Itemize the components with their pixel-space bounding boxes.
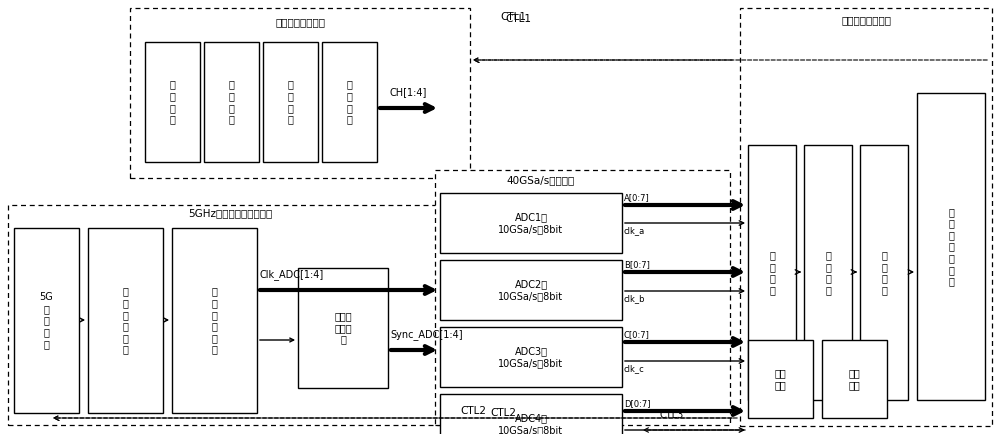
Text: 时
钟
分
配
电
路: 时 钟 分 配 电 路 bbox=[123, 286, 128, 355]
Text: CTL2: CTL2 bbox=[460, 406, 486, 416]
Text: clk_d: clk_d bbox=[624, 433, 646, 434]
Bar bbox=[145, 42, 200, 162]
Bar bbox=[8, 205, 458, 425]
Text: 信
号
分
配: 信 号 分 配 bbox=[347, 79, 352, 125]
Bar bbox=[748, 145, 796, 400]
Text: B[0:7]: B[0:7] bbox=[624, 260, 650, 269]
Bar bbox=[298, 268, 388, 388]
Text: 校
准
控
制
与
判
别: 校 准 控 制 与 判 别 bbox=[948, 207, 954, 286]
Text: 相
位
延
时
控
制: 相 位 延 时 控 制 bbox=[212, 286, 217, 355]
Text: 校准信号生成模块: 校准信号生成模块 bbox=[275, 17, 325, 27]
Text: 40GSa/s采集模块: 40GSa/s采集模块 bbox=[507, 175, 575, 185]
Bar bbox=[822, 340, 887, 418]
Bar bbox=[204, 42, 259, 162]
Text: 直
流
信
号: 直 流 信 号 bbox=[170, 79, 175, 125]
Text: ADC4：
10GSa/s、8bit: ADC4： 10GSa/s、8bit bbox=[498, 413, 564, 434]
Bar bbox=[263, 42, 318, 162]
Bar bbox=[440, 327, 622, 387]
Text: 数
据
存
储: 数 据 存 储 bbox=[825, 250, 831, 295]
Bar bbox=[172, 228, 257, 413]
Text: clk_c: clk_c bbox=[624, 364, 645, 373]
Text: Clk_ADC[1:4]: Clk_ADC[1:4] bbox=[260, 269, 324, 280]
Text: 数字信号处理模块: 数字信号处理模块 bbox=[841, 15, 891, 25]
Bar bbox=[804, 145, 852, 400]
Text: clk_a: clk_a bbox=[624, 226, 645, 235]
Text: 正
弦
信
号: 正 弦 信 号 bbox=[229, 79, 234, 125]
Bar bbox=[748, 340, 813, 418]
Bar bbox=[322, 42, 377, 162]
Text: A[0:7]: A[0:7] bbox=[624, 193, 650, 202]
Text: ADC2：
10GSa/s、8bit: ADC2： 10GSa/s、8bit bbox=[498, 279, 564, 301]
Text: CTL3: CTL3 bbox=[660, 410, 684, 420]
Text: 模块
控制: 模块 控制 bbox=[775, 368, 786, 390]
Text: 数
据
接
收: 数 据 接 收 bbox=[769, 250, 775, 295]
Text: ADC1：
10GSa/s、8bit: ADC1： 10GSa/s、8bit bbox=[498, 212, 564, 234]
Text: CTL1: CTL1 bbox=[500, 12, 526, 22]
Bar bbox=[14, 228, 79, 413]
Text: ADC3：
10GSa/s、8bit: ADC3： 10GSa/s、8bit bbox=[498, 346, 564, 368]
Bar bbox=[130, 8, 470, 178]
Bar bbox=[860, 145, 908, 400]
Text: 复位及
同步电
路: 复位及 同步电 路 bbox=[334, 312, 352, 345]
Text: clk_b: clk_b bbox=[624, 294, 646, 303]
Text: 温度
检测: 温度 检测 bbox=[849, 368, 860, 390]
Bar bbox=[740, 8, 992, 426]
Text: CTL2: CTL2 bbox=[490, 408, 516, 418]
Bar bbox=[917, 93, 985, 400]
Text: 5G
时
钟
发
生: 5G 时 钟 发 生 bbox=[40, 293, 53, 349]
Text: Sync_ADC[1:4]: Sync_ADC[1:4] bbox=[390, 329, 463, 340]
Text: C[0:7]: C[0:7] bbox=[624, 330, 650, 339]
Bar bbox=[440, 394, 622, 434]
Bar bbox=[440, 260, 622, 320]
Text: D[0:7]: D[0:7] bbox=[624, 399, 650, 408]
Text: 数
据
运
算: 数 据 运 算 bbox=[881, 250, 887, 295]
Text: 5GHz时钟发生与同步模块: 5GHz时钟发生与同步模块 bbox=[188, 208, 272, 218]
Text: CH[1:4]: CH[1:4] bbox=[390, 87, 427, 97]
Bar bbox=[88, 228, 163, 413]
Bar bbox=[435, 170, 730, 425]
Bar bbox=[440, 193, 622, 253]
Text: 开
关
选
择: 开 关 选 择 bbox=[288, 79, 293, 125]
Text: CTL1: CTL1 bbox=[505, 14, 531, 24]
